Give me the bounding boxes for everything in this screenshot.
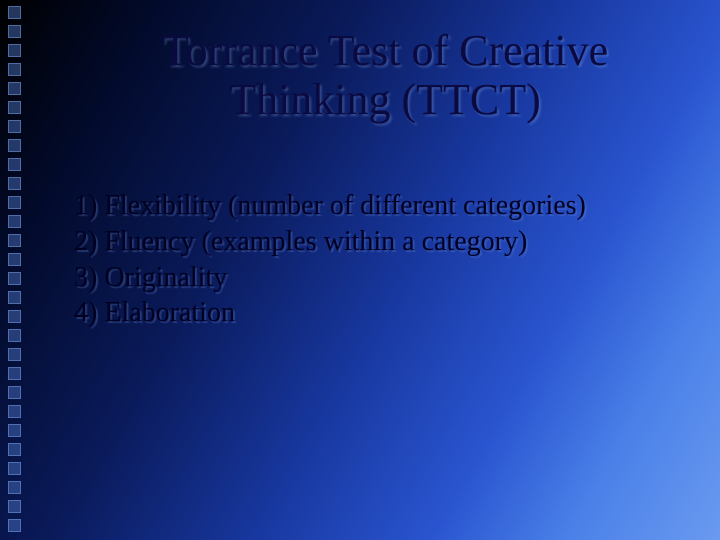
decor-square: [8, 253, 21, 266]
list-item: 2) Fluency (examples within a category): [74, 224, 680, 260]
title-line-1: Torrance Test of Creative: [162, 26, 608, 75]
decor-square: [8, 120, 21, 133]
title-line-2: Thinking (TTCT): [229, 75, 541, 124]
decor-square: [8, 215, 21, 228]
slide-title: Torrance Test of Creative Thinking (TTCT…: [90, 26, 680, 125]
decor-square: [8, 196, 21, 209]
decor-square: [8, 462, 21, 475]
decor-square: [8, 234, 21, 247]
slide-body: 1) Flexibility (number of different cate…: [74, 188, 680, 331]
slide: Torrance Test of Creative Thinking (TTCT…: [0, 0, 720, 540]
decor-square: [8, 310, 21, 323]
decor-square: [8, 500, 21, 513]
decor-square: [8, 386, 21, 399]
decor-square: [8, 139, 21, 152]
decor-square: [8, 443, 21, 456]
decor-square: [8, 291, 21, 304]
decor-square: [8, 44, 21, 57]
decor-square: [8, 25, 21, 38]
decor-square: [8, 367, 21, 380]
list-item: 4) Elaboration: [74, 295, 680, 331]
list-item: 1) Flexibility (number of different cate…: [74, 188, 680, 224]
decor-square: [8, 272, 21, 285]
decor-square: [8, 405, 21, 418]
decor-square: [8, 519, 21, 532]
decor-square: [8, 6, 21, 19]
decor-square: [8, 63, 21, 76]
decor-square: [8, 329, 21, 342]
decor-square: [8, 158, 21, 171]
decor-square: [8, 481, 21, 494]
decor-square: [8, 101, 21, 114]
list-item: 3) Originality: [74, 260, 680, 296]
decor-square: [8, 82, 21, 95]
decor-square: [8, 424, 21, 437]
left-square-strip: [8, 6, 21, 532]
decor-square: [8, 177, 21, 190]
decor-square: [8, 348, 21, 361]
